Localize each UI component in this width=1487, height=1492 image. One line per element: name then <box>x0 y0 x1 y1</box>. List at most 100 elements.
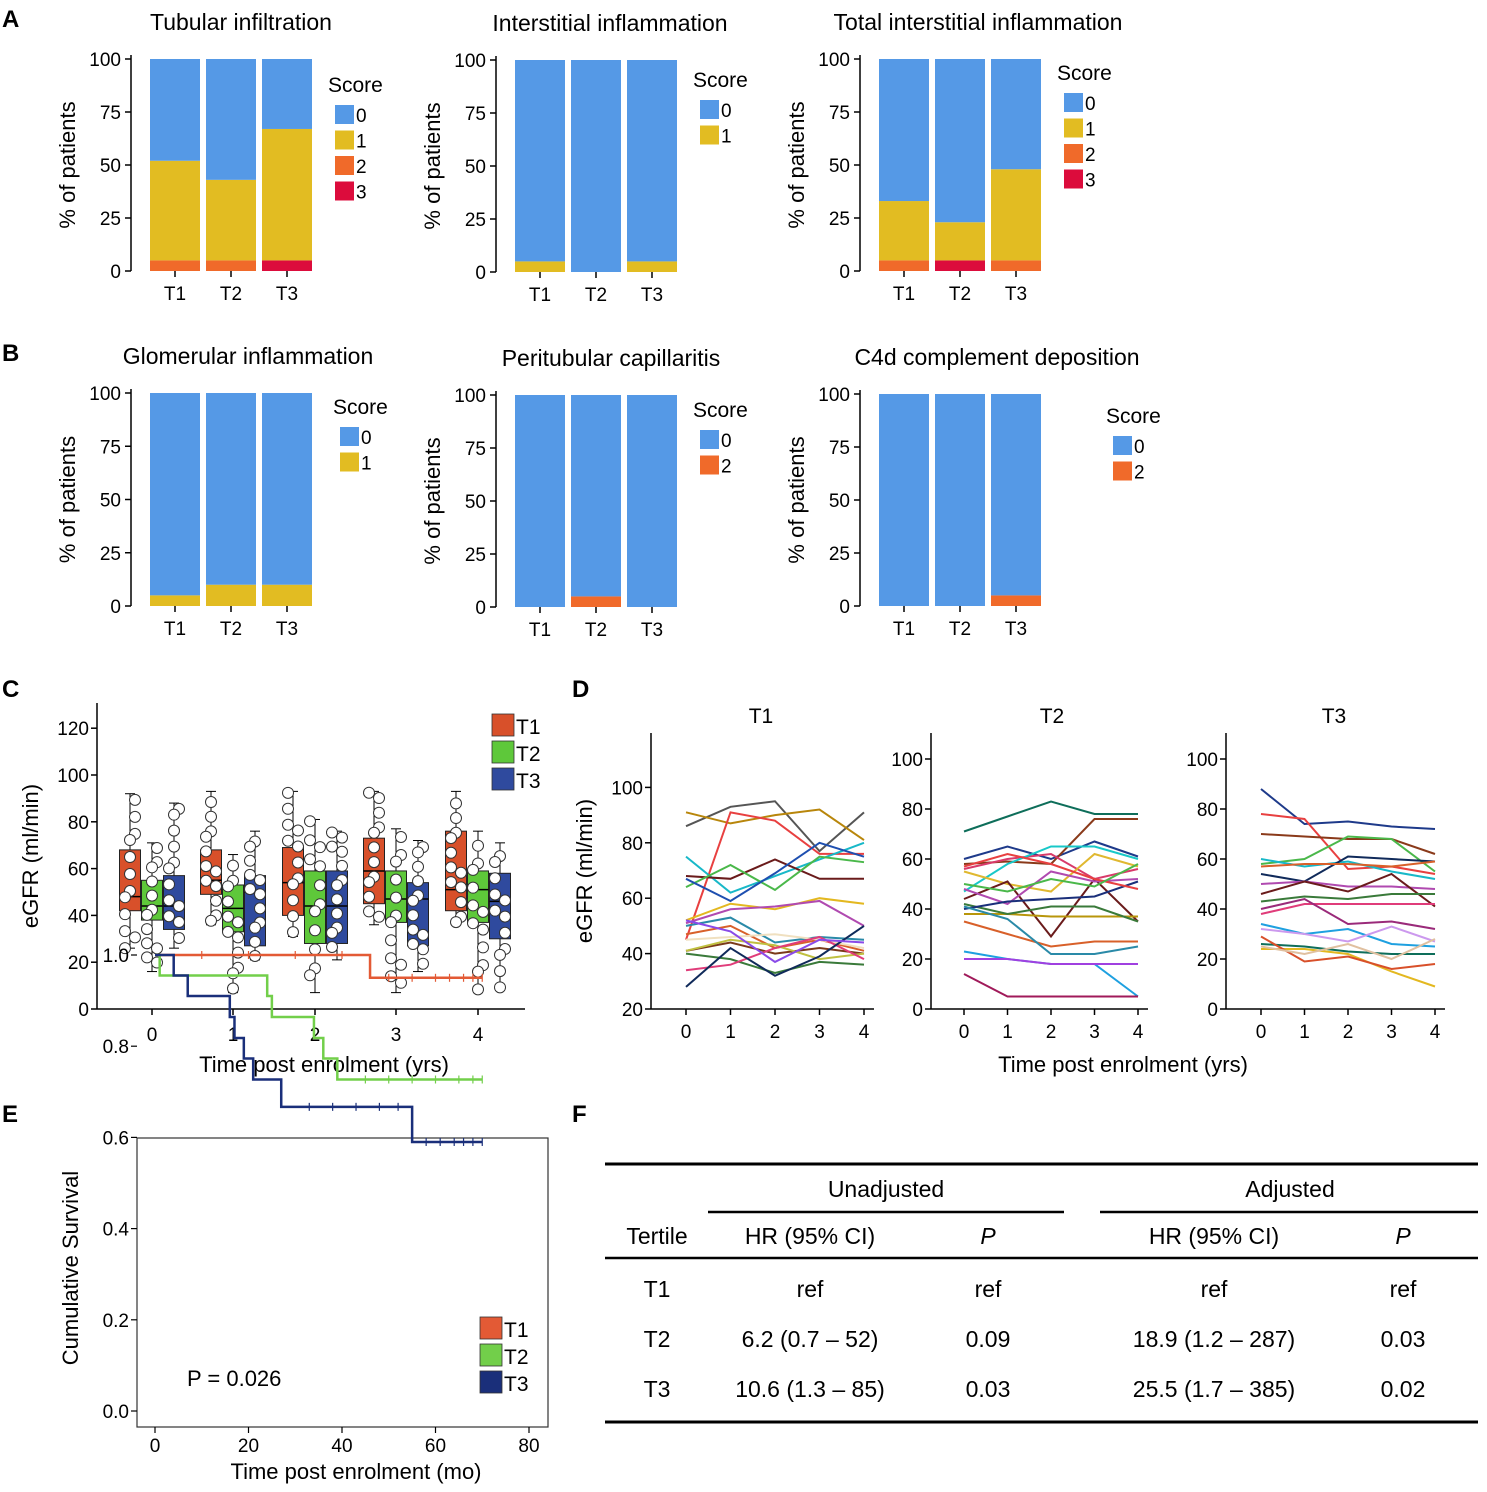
data-point <box>119 942 131 955</box>
data-point <box>450 812 462 825</box>
data-point <box>200 845 212 858</box>
data-point <box>326 926 338 939</box>
row-p-adjusted: 0.03 <box>1381 1326 1426 1352</box>
bar-segment-score-1 <box>262 584 312 606</box>
data-point <box>467 917 479 930</box>
patient-line <box>963 852 1139 881</box>
data-point <box>472 983 484 996</box>
spaghetti-t1: T1 20 40 60 80 100 0 1 2 3 4 <box>611 705 874 1043</box>
data-point <box>119 908 131 921</box>
legend-swatch-score-0 <box>1113 436 1132 455</box>
panel-subtitle: T1 <box>749 705 774 728</box>
data-point <box>309 905 321 918</box>
data-point <box>205 914 217 927</box>
y-tick-label: 50 <box>100 491 121 512</box>
data-point <box>200 874 212 887</box>
y-tick-label: 75 <box>465 104 486 125</box>
data-point <box>210 880 222 893</box>
bar-segment-score-1 <box>627 261 677 272</box>
patient-line <box>685 935 865 972</box>
bar-segment-score-0 <box>150 59 200 161</box>
row-hr-unadjusted: 10.6 (1.3 – 85) <box>735 1376 885 1402</box>
panel-letter-f: F <box>572 1101 587 1128</box>
patient-line <box>963 863 1139 893</box>
bar-segment-score-0 <box>515 60 565 262</box>
data-point <box>292 840 304 853</box>
patient-line <box>685 941 865 955</box>
bar-segment-score-2 <box>150 260 200 271</box>
x-tick-label: T1 <box>529 620 551 641</box>
bar-segment-score-0 <box>879 394 929 606</box>
patient-line <box>963 920 1138 948</box>
patient-line <box>1260 833 1436 855</box>
data-point <box>336 859 348 872</box>
patient-line <box>1260 872 1436 908</box>
bar-segment-score-2 <box>879 260 929 271</box>
x-tick-label: T1 <box>893 619 915 640</box>
patient-line <box>964 958 1138 965</box>
legend-swatch-score-0 <box>340 427 359 446</box>
x-tick-label: T1 <box>893 284 915 305</box>
data-point <box>124 834 136 847</box>
y-axis-label: Cumulative Survival <box>58 1171 83 1365</box>
data-point <box>129 793 141 806</box>
legend-label: T2 <box>504 1346 529 1369</box>
bar-segment-score-0 <box>206 59 256 180</box>
y-axis-label: eGFR (ml/min) <box>18 784 43 928</box>
legend-swatch-score-1 <box>340 452 359 472</box>
y-tick-label: 40 <box>68 906 89 927</box>
x-tick-label: T2 <box>220 619 242 640</box>
data-point <box>455 896 467 909</box>
box-t2-year-3 <box>385 828 407 994</box>
data-point <box>163 862 175 875</box>
data-point <box>477 905 489 918</box>
bar-segment-score-0 <box>262 393 312 585</box>
bar-segment-score-0 <box>627 60 677 262</box>
data-point <box>499 894 511 907</box>
patient-line <box>1260 835 1436 873</box>
data-point <box>472 839 484 852</box>
data-point <box>336 831 348 844</box>
col-header-p-adjusted: P <box>1395 1223 1411 1249</box>
data-point <box>163 878 175 891</box>
legend-swatch-score-2 <box>700 455 719 475</box>
legend-swatch-score-0 <box>700 100 719 119</box>
data-point <box>326 940 338 953</box>
bar-segment-score-1 <box>262 128 312 261</box>
y-tick-label: 80 <box>902 800 923 821</box>
survival-curve-t1 <box>155 953 483 980</box>
y-axis-label: % of patients <box>55 436 80 563</box>
data-point <box>390 891 402 904</box>
bar-chart-a1: Tubular infiltration 0 25 50 75 100 % of patie… <box>55 9 383 305</box>
data-point <box>373 792 385 805</box>
bar-segment-score-0 <box>991 394 1041 596</box>
hazard-ratio-table: Unadjusted Adjusted Tertile HR (95% CI) … <box>605 1162 1478 1424</box>
y-tick-label: 100 <box>89 50 121 71</box>
bar-segment-score-1 <box>991 169 1041 261</box>
panel-letter-e: E <box>2 1101 18 1128</box>
legend-label: 3 <box>1085 171 1096 192</box>
data-point <box>450 916 462 929</box>
patient-line <box>963 852 1139 893</box>
col-header-hr-adjusted: HR (95% CI) <box>1149 1223 1279 1249</box>
data-point <box>445 832 457 845</box>
chart-title: Tubular infiltration <box>150 9 332 35</box>
table-row: T2 6.2 (0.7 – 52) 0.09 18.9 (1.2 – 287) … <box>644 1326 1426 1352</box>
data-point <box>200 860 212 873</box>
box-t3-year-2 <box>326 826 348 961</box>
data-point <box>309 924 321 937</box>
x-tick-label: T2 <box>949 284 971 305</box>
patient-line <box>963 877 1139 939</box>
box-t1-year-3 <box>363 786 385 926</box>
y-tick-label: 80 <box>68 813 89 834</box>
y-tick-label: 40 <box>622 945 643 966</box>
y-tick-label: 75 <box>829 438 850 459</box>
patient-line <box>1260 925 1436 943</box>
box-t1-year-1 <box>200 790 222 927</box>
col-header-tertile: Tertile <box>626 1223 687 1249</box>
data-point <box>373 806 385 819</box>
patient-line <box>1260 788 1436 830</box>
y-tick-label: 100 <box>1186 750 1218 771</box>
y-tick-label: 0.0 <box>103 1402 129 1423</box>
data-point <box>467 881 479 894</box>
